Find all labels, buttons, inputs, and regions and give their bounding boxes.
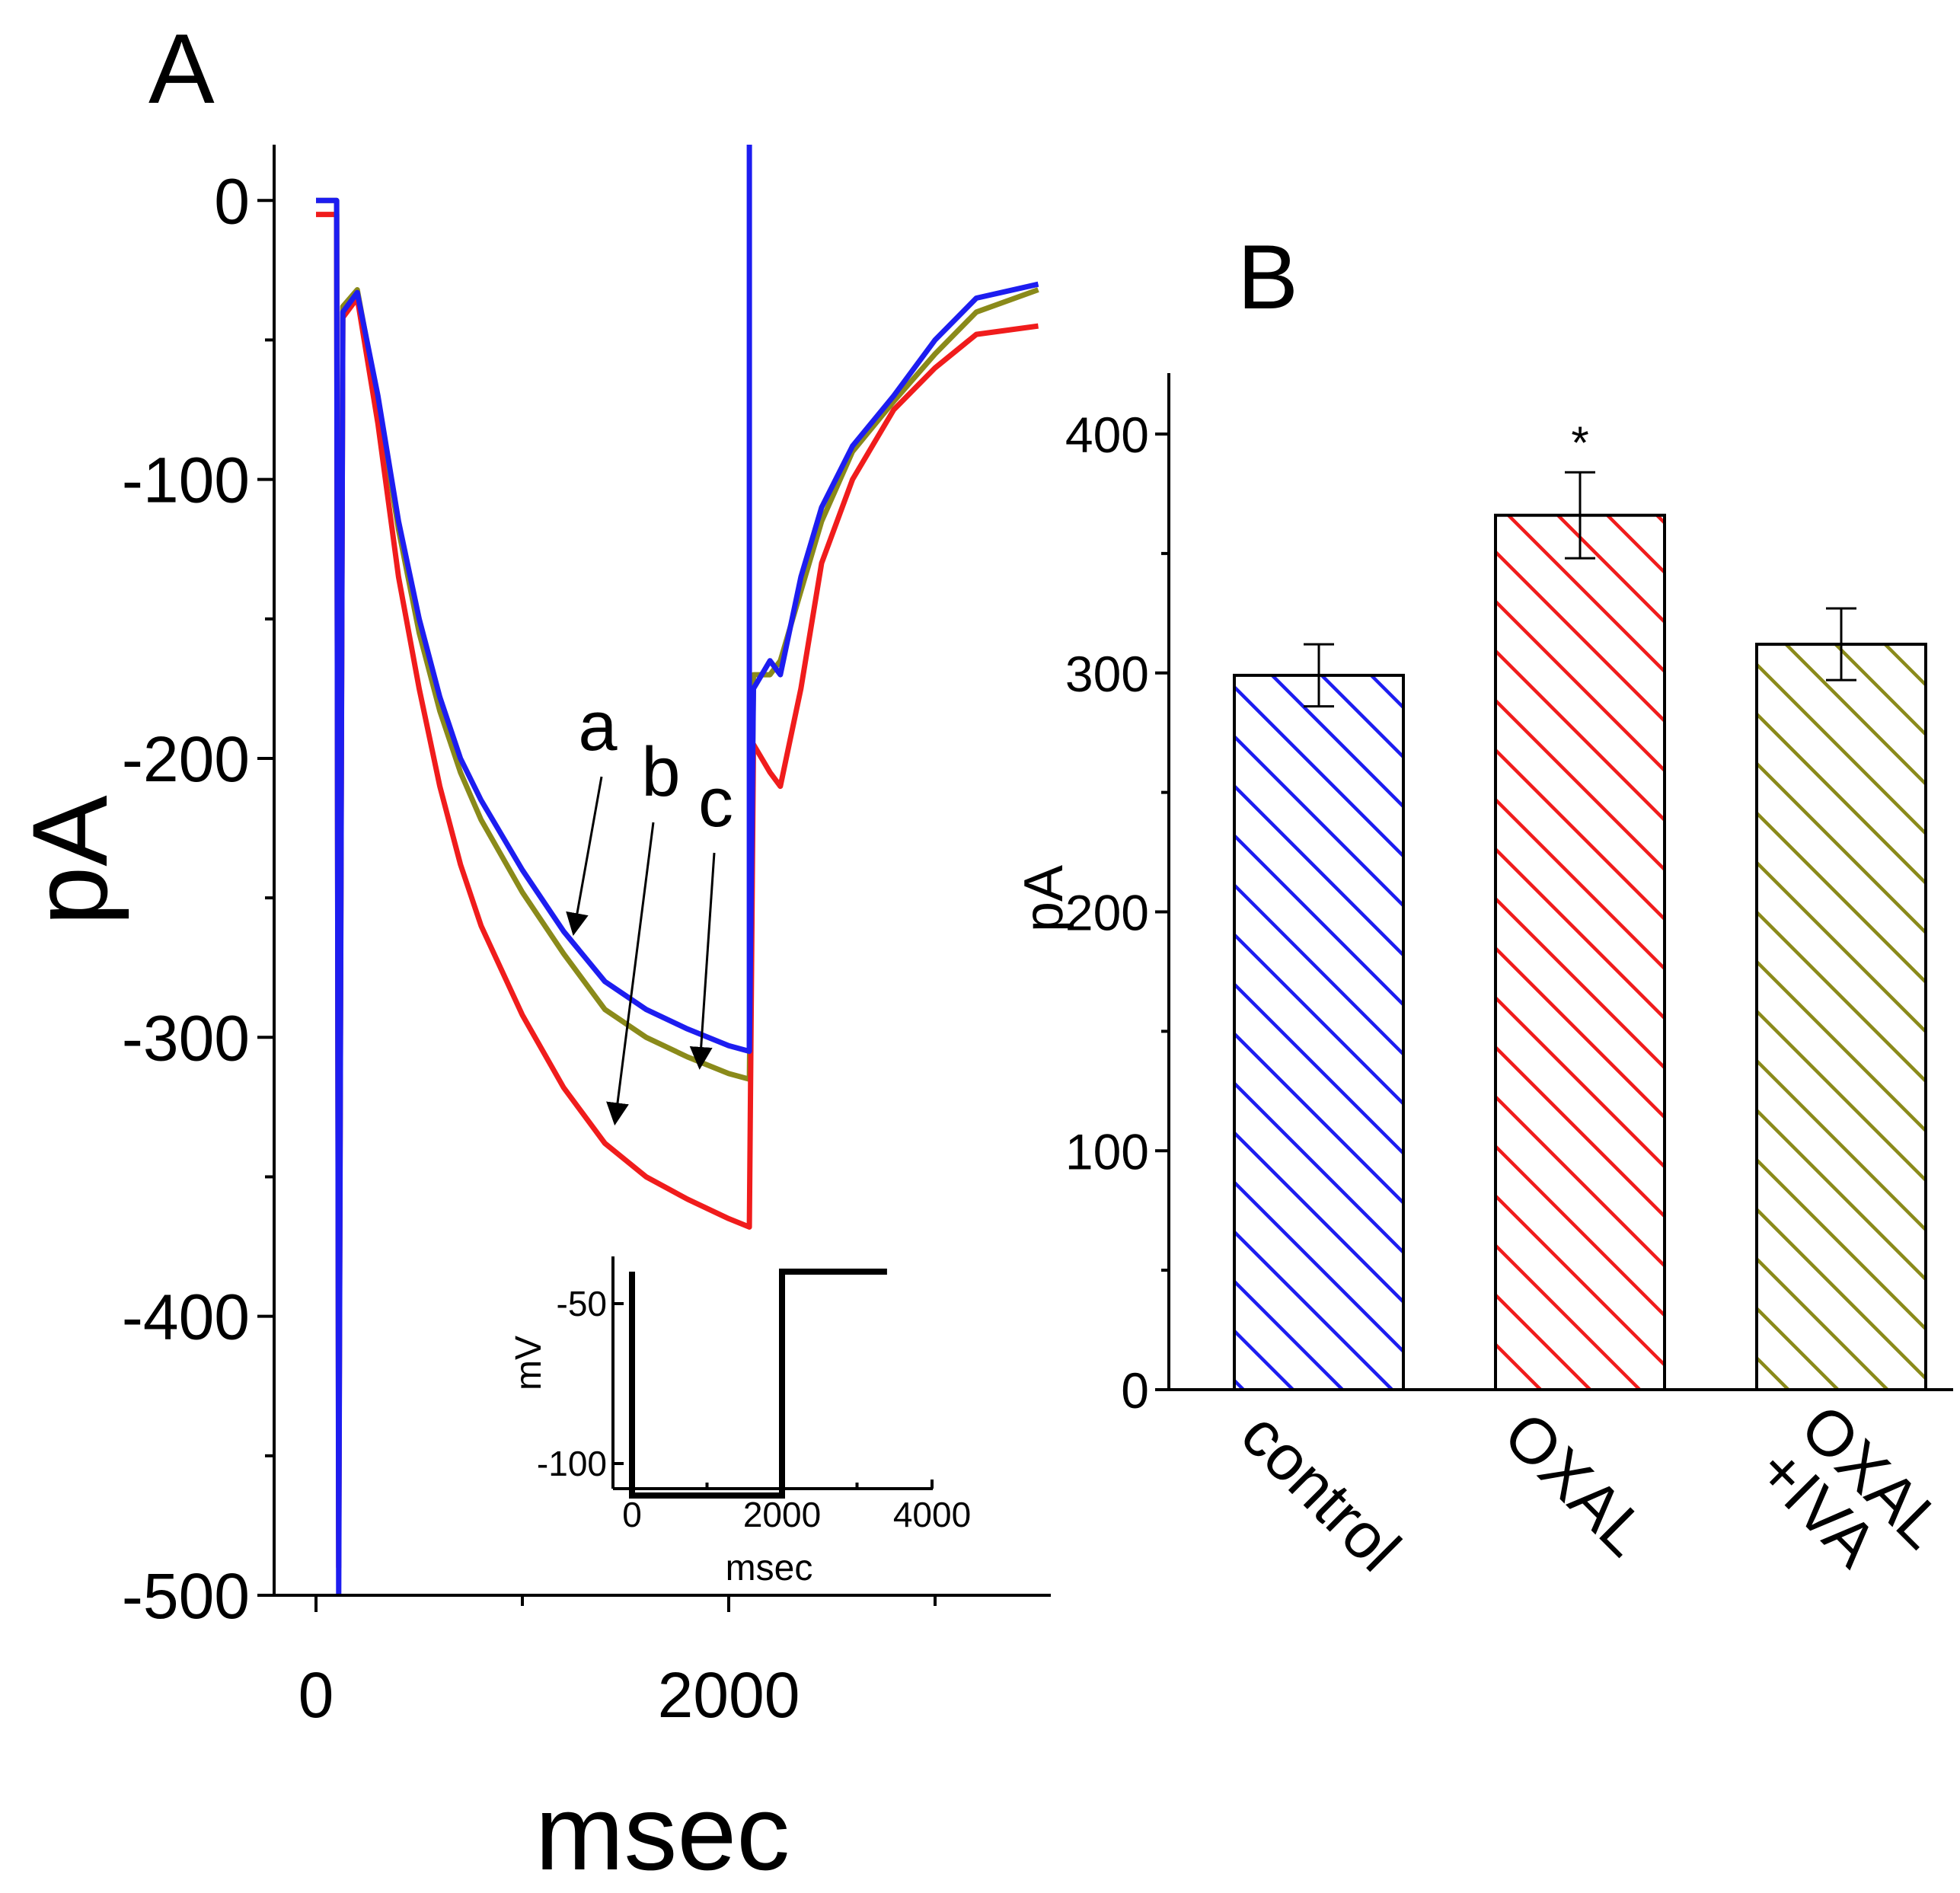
- panel-a: A 0-100-200-300-400-500 0 2000 msec pA ab…: [10, 13, 1051, 1892]
- annotation-label-b: b: [641, 733, 680, 811]
- inset-y-tick-label: -50: [557, 1284, 607, 1323]
- category-label: OXAL+IVA: [1745, 1390, 1959, 1605]
- y-tick-label: 200: [1065, 885, 1149, 941]
- category-label: OXAL: [1490, 1398, 1662, 1569]
- annotation-label-c: c: [698, 764, 733, 841]
- significance-marker: *: [1571, 417, 1588, 468]
- y-tick-label: -400: [122, 1282, 250, 1353]
- inset-y-axis-label: mV: [509, 1336, 549, 1390]
- panel-a-traces: [316, 145, 1039, 1595]
- bar-oxal: [1494, 513, 1666, 1391]
- inset-x-tick-label: 0: [622, 1495, 642, 1534]
- inset-y-tick-label: -100: [537, 1444, 607, 1483]
- y-tick-label: 300: [1065, 646, 1149, 702]
- annotation-arrow-a: [566, 776, 603, 937]
- panel-a-y-axis-label: pA: [10, 795, 129, 926]
- inset-x-axis-label: msec: [726, 1548, 813, 1588]
- annotation-arrow-c: [689, 852, 716, 1070]
- x-tick-label: 2000: [658, 1659, 800, 1731]
- inset-x-tick-label: 2000: [743, 1495, 821, 1534]
- bar-control: [1233, 673, 1405, 1391]
- y-tick-label: -200: [122, 723, 250, 795]
- panel-a-label: A: [148, 13, 215, 124]
- panel-b-category-labels: control OXAL OXAL+IVA: [1227, 1390, 1959, 1605]
- category-label-line: OXAL: [1490, 1398, 1662, 1569]
- panel-b-y-ticks: 0 100 200 300 400: [1065, 407, 1169, 1419]
- panel-a-x-ticks: 0 2000: [298, 1595, 937, 1731]
- y-tick-label: 100: [1065, 1123, 1149, 1180]
- panel-b: B * 0 100 200 300 400 control OXAL OXAL+IVA pA: [1014, 226, 1959, 1605]
- panel-b-y-axis-label: pA: [1014, 865, 1074, 932]
- inset-trace: [629, 1269, 887, 1499]
- annotation-arrow-b: [606, 822, 655, 1126]
- panel-a-inset: -50 -100 0 2000 4000 msec mV: [509, 1256, 971, 1588]
- y-tick-label: 0: [1121, 1362, 1149, 1419]
- y-tick-label: 400: [1065, 407, 1149, 463]
- panel-b-bars: *: [1233, 417, 1927, 1391]
- category-label-line: control: [1227, 1398, 1414, 1585]
- inset-x-tick-label: 4000: [893, 1495, 971, 1534]
- category-label: control: [1227, 1398, 1414, 1585]
- trace-a: [316, 197, 1039, 1595]
- trace-c: [316, 197, 1039, 1543]
- x-tick-label: 0: [298, 1659, 334, 1731]
- inset-y-ticks: -50 -100: [537, 1284, 624, 1483]
- panel-b-label: B: [1237, 226, 1298, 328]
- trace-b: [316, 212, 1039, 1570]
- y-tick-label: -300: [122, 1002, 250, 1074]
- y-tick-label: -500: [122, 1560, 250, 1632]
- annotation-label-a: a: [578, 688, 618, 765]
- y-tick-label: -100: [122, 445, 250, 516]
- inset-x-ticks: 0 2000 4000: [622, 1480, 971, 1534]
- inset-voltage-step: [629, 1269, 887, 1499]
- y-tick-label: 0: [214, 165, 250, 237]
- panel-a-x-axis-label: msec: [535, 1773, 790, 1892]
- panel-a-y-ticks: 0 -100 -200 -300 -400 -500: [122, 165, 274, 1632]
- panel-a-annotations: ab c: [566, 688, 733, 1126]
- bar-oxal-iva: [1755, 643, 1927, 1391]
